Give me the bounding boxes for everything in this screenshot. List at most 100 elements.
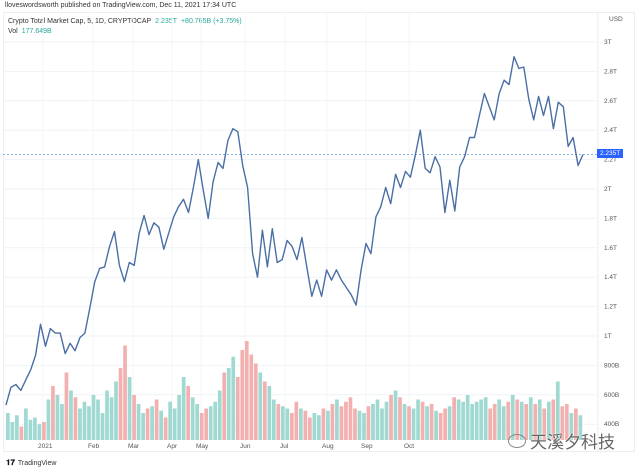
volume-bar [479, 399, 484, 440]
volume-bar [564, 404, 569, 440]
volume-bar [69, 390, 73, 440]
volume-bar [136, 404, 141, 440]
volume-bar [289, 413, 294, 440]
volume-bar [434, 410, 438, 440]
volume-bar [573, 408, 578, 440]
publish-info: lloveswordsworth published on TradingVie… [5, 2, 237, 9]
x-tick-label: May [196, 443, 209, 450]
volume-bar [235, 377, 240, 440]
volume-bar [37, 424, 42, 440]
volume-bar [177, 395, 182, 440]
volume-bar [312, 413, 317, 440]
last-price: 2.235T [155, 18, 177, 25]
volume-bar [326, 410, 330, 440]
volume-bar [244, 341, 249, 440]
y-tick-label: 600B [604, 392, 619, 399]
y-tick-label: 2.8T [604, 68, 617, 75]
volume-bar [195, 404, 200, 440]
watermark: 天溪夕科技 [508, 428, 615, 453]
volume-bar [271, 399, 276, 440]
volume-bar [213, 401, 218, 440]
volume-bar [276, 404, 281, 440]
volume-bar [506, 401, 511, 440]
volume-bar [114, 381, 118, 440]
chart-frame [3, 12, 635, 452]
volume-bar [208, 406, 213, 440]
volume-bar [456, 399, 461, 440]
volume-bar [267, 386, 272, 440]
volume-bar [510, 395, 515, 440]
price-series-line [5, 56, 584, 406]
volume-bar [141, 413, 145, 440]
volume-bar [127, 377, 132, 440]
volume-bar [389, 395, 393, 440]
x-tick-label: Feb [88, 443, 100, 450]
volume-bar [24, 408, 28, 440]
chart-legend: Crypto Total Market Cap, 5, 1D, CRYPTOCA… [8, 17, 242, 37]
last-price-tag: 2.235T [597, 149, 624, 158]
volume-bar [46, 399, 51, 440]
volume-bar [465, 395, 470, 440]
volume-bar [145, 408, 150, 440]
symbol-title[interactable]: Crypto Total Market Cap, 5, 1D, CRYPTOCA… [8, 18, 152, 25]
volume-bar [109, 397, 114, 440]
volume-bar [339, 406, 344, 440]
volume-bar [474, 401, 479, 440]
volume-bar [132, 395, 136, 440]
volume-bar [262, 381, 267, 440]
y-tick-label: 1T [604, 333, 612, 340]
volume-bar [163, 417, 168, 440]
volume-bar [82, 401, 87, 440]
volume-bar [64, 372, 69, 440]
volume-bar [528, 397, 533, 440]
volume-bar [168, 401, 172, 440]
footer[interactable]: 𝟏𝟕 TradingView [6, 458, 56, 468]
volume-bar [204, 408, 209, 440]
volume-bar [371, 404, 375, 440]
volume-bar [51, 386, 55, 440]
y-tick-label: 800B [604, 362, 619, 369]
volume-bar [461, 401, 465, 440]
volume-bar [181, 377, 186, 440]
volume-bar [303, 410, 308, 440]
volume-bar [398, 397, 402, 440]
volume-bar [519, 401, 524, 440]
volume-bar [416, 399, 420, 440]
x-tick-label: Apr [167, 443, 178, 450]
y-tick-label: 3T [604, 39, 612, 46]
volume-bar [542, 408, 547, 440]
volume-bar [357, 410, 362, 440]
volume-bar [55, 395, 60, 440]
volume-bar [335, 399, 339, 440]
volume-bar [60, 404, 64, 440]
volume-bar [560, 406, 565, 440]
y-tick-label: 2T [604, 186, 612, 193]
volume-bar [78, 408, 82, 440]
y-tick-label: 1.4T [604, 274, 617, 281]
y-axis-unit: USD [609, 16, 623, 23]
volume-bar [353, 408, 357, 440]
volume-bar [308, 417, 312, 440]
volume-bar [321, 408, 326, 440]
volume-bar [253, 363, 258, 440]
x-tick-label: Jun [240, 443, 251, 450]
volume-bar [15, 415, 19, 440]
tradingview-logo-icon: 𝟏𝟕 [6, 458, 15, 467]
y-tick-label: 1.6T [604, 245, 617, 252]
volume-bar [222, 372, 227, 440]
volume-bar [497, 399, 502, 440]
volume-bar [569, 413, 574, 440]
volume-value: 177.649B [21, 28, 52, 35]
volume-bar [551, 399, 556, 440]
y-tick-label: 2.2T [604, 157, 617, 164]
y-tick-label: 1.2T [604, 304, 617, 311]
volume-bar [447, 406, 452, 440]
volume-bar [384, 401, 389, 440]
x-tick-label: 2021 [38, 443, 53, 450]
volume-bar [105, 390, 109, 440]
volume-bar [258, 372, 263, 440]
volume-bar [330, 404, 335, 440]
volume-bar [172, 408, 177, 440]
y-tick-label: 400B [604, 421, 619, 428]
